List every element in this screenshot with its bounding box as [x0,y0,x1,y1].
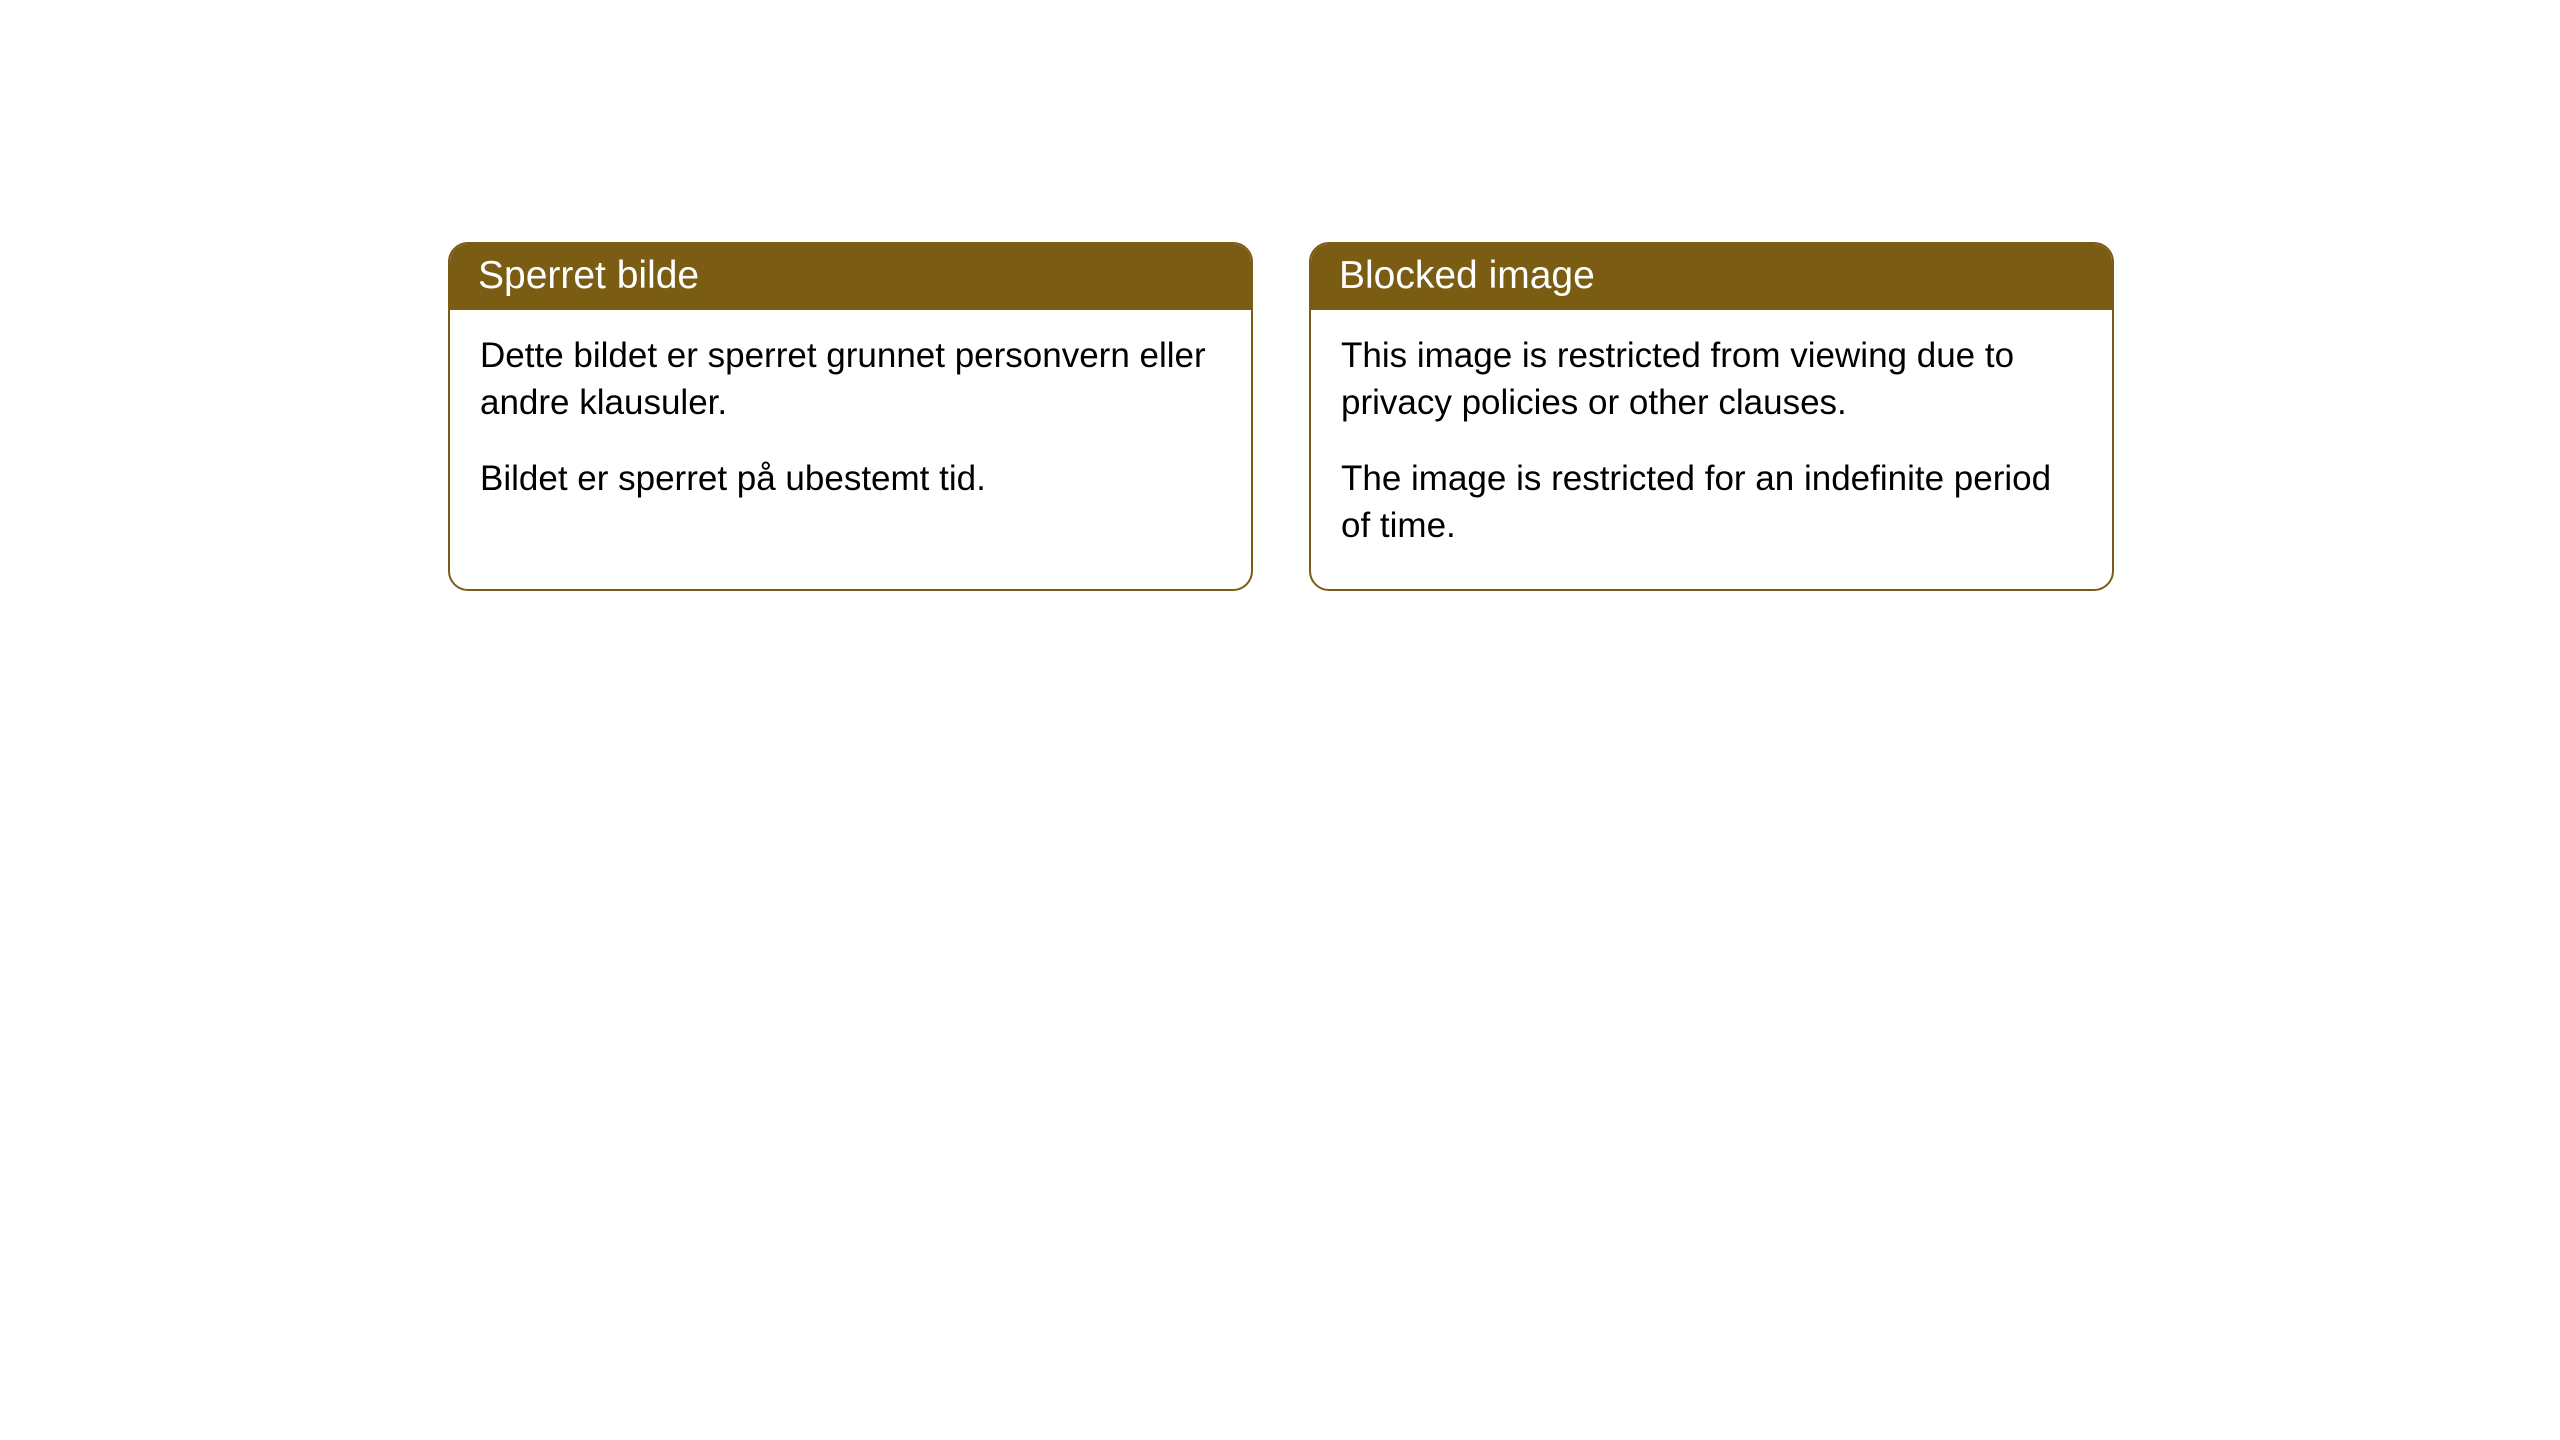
card-paragraph: This image is restricted from viewing du… [1341,332,2082,427]
card-header: Sperret bilde [450,244,1251,310]
notice-card-english: Blocked image This image is restricted f… [1309,242,2114,591]
notice-cards-container: Sperret bilde Dette bildet er sperret gr… [448,242,2114,591]
card-paragraph: Bildet er sperret på ubestemt tid. [480,455,1221,502]
card-body: Dette bildet er sperret grunnet personve… [450,310,1251,542]
card-body: This image is restricted from viewing du… [1311,310,2112,589]
card-paragraph: Dette bildet er sperret grunnet personve… [480,332,1221,427]
notice-card-norwegian: Sperret bilde Dette bildet er sperret gr… [448,242,1253,591]
card-header: Blocked image [1311,244,2112,310]
card-paragraph: The image is restricted for an indefinit… [1341,455,2082,550]
